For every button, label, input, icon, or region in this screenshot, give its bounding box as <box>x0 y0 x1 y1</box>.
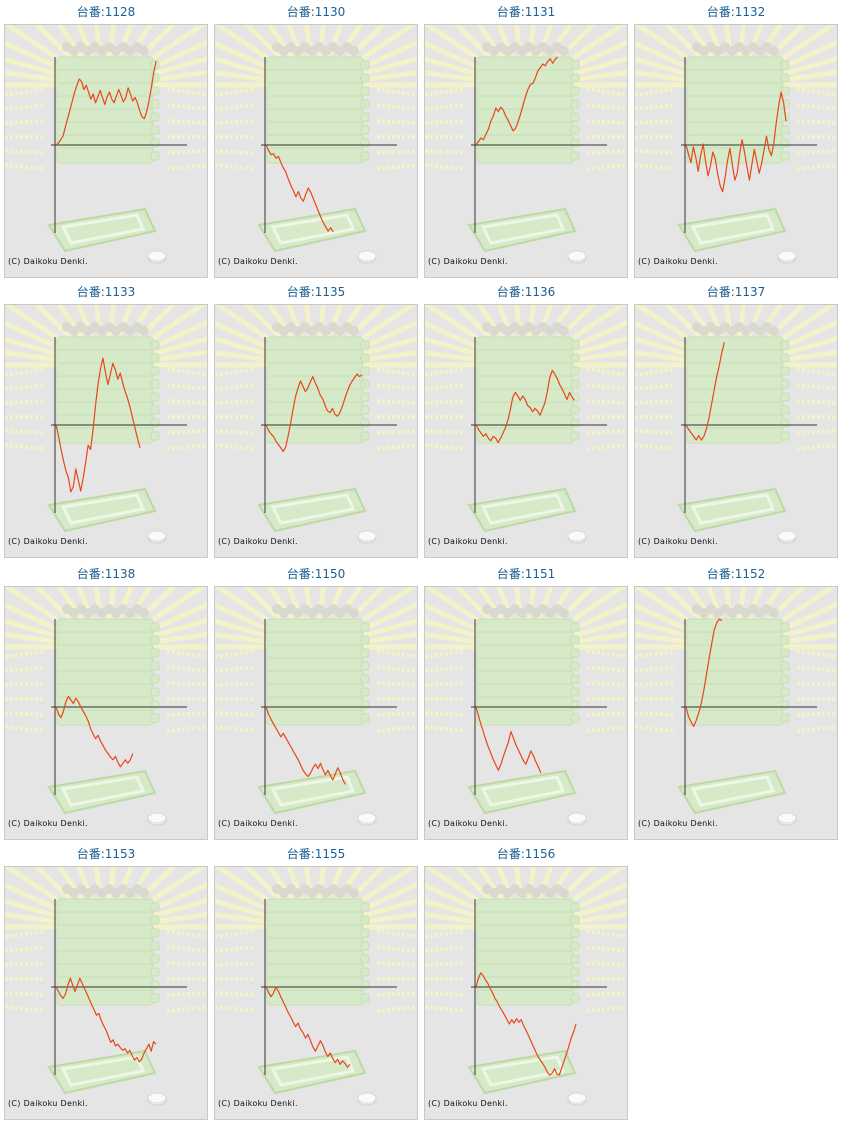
chart-title: 台番:1155 <box>286 847 346 861</box>
series-line <box>55 357 141 493</box>
series-line <box>475 56 559 146</box>
chart-panel: (C) Daikoku Denki. <box>424 24 628 278</box>
series-line <box>475 706 542 774</box>
series-line <box>265 706 346 785</box>
line-chart <box>5 867 207 1106</box>
decorative-background <box>5 305 207 544</box>
chart-panel: (C) Daikoku Denki. <box>634 24 838 278</box>
series-line <box>685 91 787 193</box>
chart-panel: (C) Daikoku Denki. <box>4 304 208 558</box>
decorative-background <box>5 867 207 1106</box>
chart-title: 台番:1135 <box>286 285 346 299</box>
chart-panel: (C) Daikoku Denki. <box>634 586 838 840</box>
line-chart <box>635 587 837 826</box>
line-chart <box>5 305 207 544</box>
chart-panel: (C) Daikoku Denki. <box>424 866 628 1120</box>
decorative-background <box>215 867 417 1106</box>
line-chart <box>215 305 417 544</box>
chart-panel: (C) Daikoku Denki. <box>634 304 838 558</box>
line-chart <box>425 25 627 264</box>
decorative-background <box>425 25 627 264</box>
decorative-background <box>5 25 207 264</box>
chart-panel: (C) Daikoku Denki. <box>214 866 418 1120</box>
decorative-background <box>215 305 417 544</box>
series-line <box>55 695 134 768</box>
decorative-background <box>5 587 207 826</box>
chart-title: 台番:1152 <box>706 567 766 581</box>
chart-panel: (C) Daikoku Denki. <box>214 586 418 840</box>
chart-panel: (C) Daikoku Denki. <box>214 24 418 278</box>
line-chart <box>635 305 837 544</box>
copyright-text: (C) Daikoku Denki. <box>8 537 88 546</box>
chart-title: 台番:1137 <box>706 285 766 299</box>
line-chart <box>635 25 837 264</box>
decorative-background <box>425 587 627 826</box>
copyright-text: (C) Daikoku Denki. <box>8 819 88 828</box>
series-line <box>475 972 577 1076</box>
copyright-text: (C) Daikoku Denki. <box>428 819 508 828</box>
chart-title: 台番:1133 <box>76 285 136 299</box>
decorative-background <box>425 867 627 1106</box>
chart-title: 台番:1136 <box>496 285 556 299</box>
copyright-text: (C) Daikoku Denki. <box>218 257 298 266</box>
copyright-text: (C) Daikoku Denki. <box>428 1099 508 1108</box>
series-line <box>265 986 351 1068</box>
chart-title: 台番:1156 <box>496 847 556 861</box>
decorative-background <box>635 305 837 544</box>
series-line <box>265 144 334 233</box>
line-chart <box>5 587 207 826</box>
copyright-text: (C) Daikoku Denki. <box>218 1099 298 1108</box>
series-line <box>475 369 575 444</box>
line-chart <box>215 25 417 264</box>
decorative-background <box>215 587 417 826</box>
chart-title: 台番:1151 <box>496 567 556 581</box>
chart-title: 台番:1153 <box>76 847 136 861</box>
chart-panel: (C) Daikoku Denki. <box>424 304 628 558</box>
line-chart <box>5 25 207 264</box>
series-line <box>685 342 725 441</box>
decorative-background <box>635 25 837 264</box>
series-line <box>55 61 157 146</box>
chart-panel: (C) Daikoku Denki. <box>4 866 208 1120</box>
chart-title: 台番:1130 <box>286 5 346 19</box>
series-line <box>685 618 723 727</box>
copyright-text: (C) Daikoku Denki. <box>638 537 718 546</box>
copyright-text: (C) Daikoku Denki. <box>218 819 298 828</box>
chart-panel: (C) Daikoku Denki. <box>214 304 418 558</box>
line-chart <box>425 867 627 1106</box>
copyright-text: (C) Daikoku Denki. <box>218 537 298 546</box>
chart-title: 台番:1150 <box>286 567 346 581</box>
chart-title: 台番:1128 <box>76 5 136 19</box>
line-chart <box>425 587 627 826</box>
copyright-text: (C) Daikoku Denki. <box>638 257 718 266</box>
chart-title: 台番:1131 <box>496 5 556 19</box>
chart-panel: (C) Daikoku Denki. <box>4 586 208 840</box>
copyright-text: (C) Daikoku Denki. <box>8 257 88 266</box>
series-line <box>265 373 363 452</box>
decorative-background <box>635 587 837 826</box>
chart-panel: (C) Daikoku Denki. <box>4 24 208 278</box>
chart-panel: (C) Daikoku Denki. <box>424 586 628 840</box>
line-chart <box>215 587 417 826</box>
copyright-text: (C) Daikoku Denki. <box>428 257 508 266</box>
copyright-text: (C) Daikoku Denki. <box>8 1099 88 1108</box>
decorative-background <box>215 25 417 264</box>
series-line <box>55 977 157 1063</box>
copyright-text: (C) Daikoku Denki. <box>428 537 508 546</box>
line-chart <box>215 867 417 1106</box>
decorative-background <box>425 305 627 544</box>
chart-title: 台番:1138 <box>76 567 136 581</box>
line-chart <box>425 305 627 544</box>
chart-title: 台番:1132 <box>706 5 766 19</box>
copyright-text: (C) Daikoku Denki. <box>638 819 718 828</box>
